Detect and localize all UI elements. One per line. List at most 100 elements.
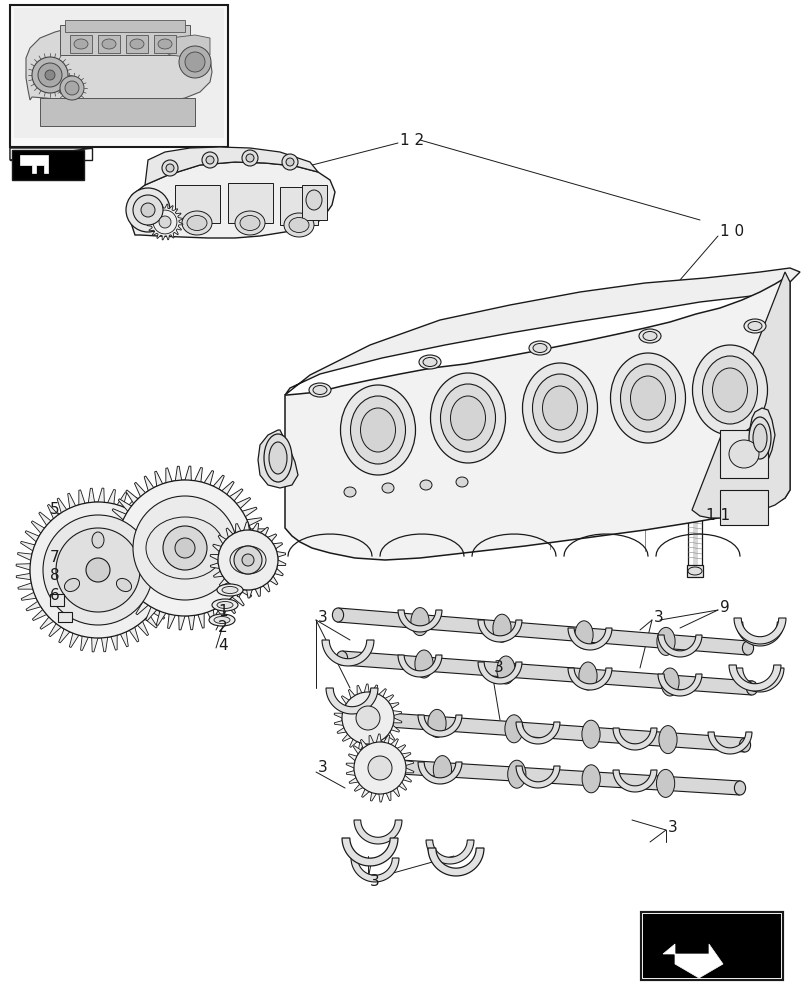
Ellipse shape (217, 601, 233, 608)
Bar (40, 98, 195, 126)
Ellipse shape (620, 364, 675, 432)
Polygon shape (354, 820, 401, 844)
Polygon shape (413, 611, 427, 632)
Ellipse shape (532, 344, 547, 353)
Polygon shape (418, 715, 461, 737)
Circle shape (222, 534, 273, 585)
Circle shape (65, 81, 79, 95)
Circle shape (38, 63, 62, 87)
Polygon shape (499, 660, 512, 680)
Polygon shape (337, 608, 748, 655)
Ellipse shape (187, 216, 207, 231)
Polygon shape (145, 147, 318, 185)
Polygon shape (515, 722, 560, 744)
Polygon shape (147, 204, 182, 240)
Polygon shape (478, 620, 521, 642)
Bar (175, 185, 220, 223)
Polygon shape (436, 759, 448, 780)
Circle shape (281, 154, 298, 170)
Bar (50, 594, 64, 606)
Ellipse shape (418, 355, 440, 369)
Polygon shape (663, 672, 676, 692)
Ellipse shape (507, 760, 526, 788)
Ellipse shape (92, 532, 104, 548)
Ellipse shape (578, 662, 596, 690)
Ellipse shape (532, 374, 587, 442)
Bar (65, 20, 185, 32)
Polygon shape (735, 668, 783, 692)
Polygon shape (507, 719, 520, 739)
Ellipse shape (381, 483, 393, 493)
Circle shape (41, 512, 156, 628)
Circle shape (202, 152, 217, 168)
Circle shape (242, 554, 254, 566)
Bar (686, 565, 702, 577)
Bar (719, 490, 767, 525)
Circle shape (165, 164, 174, 172)
Ellipse shape (655, 769, 674, 797)
Polygon shape (430, 713, 443, 734)
Ellipse shape (433, 756, 451, 784)
Polygon shape (359, 711, 744, 752)
Bar (280, 187, 318, 225)
Circle shape (126, 188, 169, 232)
Polygon shape (660, 729, 674, 750)
Circle shape (163, 526, 207, 570)
Ellipse shape (747, 322, 761, 330)
Polygon shape (691, 272, 789, 518)
Ellipse shape (581, 720, 599, 748)
Ellipse shape (410, 608, 428, 636)
Circle shape (162, 160, 178, 176)
Ellipse shape (350, 396, 405, 464)
Text: 3: 3 (653, 610, 663, 626)
Ellipse shape (264, 434, 292, 482)
Polygon shape (655, 920, 774, 972)
Circle shape (345, 696, 389, 740)
Circle shape (355, 706, 380, 730)
Polygon shape (128, 162, 335, 238)
Polygon shape (345, 734, 414, 802)
Circle shape (141, 203, 155, 217)
Ellipse shape (521, 363, 597, 453)
Polygon shape (341, 838, 397, 866)
Polygon shape (659, 773, 672, 794)
Ellipse shape (748, 417, 770, 459)
Polygon shape (350, 858, 398, 882)
Ellipse shape (743, 319, 765, 333)
Ellipse shape (268, 442, 286, 474)
Bar (126, 35, 148, 53)
Ellipse shape (658, 726, 676, 754)
Ellipse shape (419, 480, 431, 490)
Ellipse shape (240, 216, 260, 231)
Ellipse shape (492, 614, 510, 642)
Ellipse shape (450, 396, 485, 440)
Polygon shape (612, 728, 656, 750)
Ellipse shape (741, 641, 753, 655)
Polygon shape (663, 944, 722, 978)
Ellipse shape (581, 765, 599, 793)
Polygon shape (478, 662, 521, 684)
Ellipse shape (362, 758, 373, 772)
Polygon shape (285, 268, 799, 395)
Circle shape (178, 46, 211, 78)
Bar (228, 183, 272, 223)
Polygon shape (103, 466, 267, 630)
Bar (642, 914, 780, 978)
Ellipse shape (336, 651, 347, 665)
Polygon shape (397, 655, 441, 677)
Bar (154, 35, 176, 53)
Circle shape (367, 756, 392, 780)
Bar (719, 430, 767, 478)
Polygon shape (495, 618, 508, 638)
Bar (640, 912, 782, 980)
Text: 1 0: 1 0 (719, 225, 743, 239)
Ellipse shape (360, 408, 395, 452)
Polygon shape (427, 848, 483, 876)
Text: 7: 7 (50, 550, 59, 566)
Ellipse shape (312, 385, 327, 394)
Ellipse shape (528, 341, 551, 355)
Circle shape (234, 546, 262, 574)
Polygon shape (659, 631, 672, 652)
Ellipse shape (440, 384, 495, 452)
Bar (10, 5, 228, 147)
